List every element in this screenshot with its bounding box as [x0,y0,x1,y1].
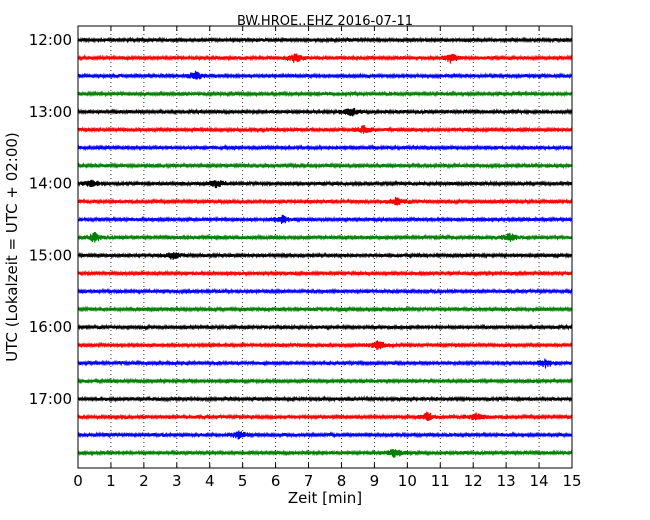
trace-1215 [77,53,573,64]
trace-1230 [77,70,573,80]
x-tick-label: 9 [370,472,380,490]
x-tick-label: 12 [464,472,483,490]
trace-1730 [77,430,573,440]
trace-1715 [77,411,573,422]
y-tick-label: 17:00 [29,390,72,408]
x-tick-label: 8 [337,472,347,490]
trace-1430 [77,214,573,224]
x-tick-label: 2 [139,472,149,490]
y-tick-label: 12:00 [29,31,72,49]
trace-1400 [77,179,573,189]
x-tick-label: 15 [562,472,581,490]
x-tick-label: 5 [238,472,248,490]
y-tick-label: 13:00 [29,103,72,121]
trace-1515 [77,269,573,278]
trace-1200 [77,36,573,44]
x-tick-label: 7 [304,472,314,490]
x-tick-label: 11 [431,472,450,490]
trace-1345 [77,161,573,170]
x-axis-label: Zeit [min] [288,489,362,507]
x-tick-label: 4 [205,472,215,490]
x-tick-label: 3 [172,472,182,490]
trace-1600 [77,323,573,331]
trace-1315 [77,124,573,134]
x-tick-label: 1 [106,472,116,490]
y-tick-label: 15:00 [29,246,72,264]
trace-1445 [77,231,573,243]
y-tick-label: 14:00 [29,175,72,193]
trace-1630 [77,358,573,369]
trace-1700 [77,395,573,403]
trace-1330 [77,143,573,152]
y-axis-label: UTC (Lokalzeit = UTC + 02:00) [3,132,21,362]
trace-1530 [77,287,573,296]
trace-1545 [77,305,573,313]
trace-1415 [77,196,573,206]
trace-1300 [77,107,573,117]
traces [77,36,573,458]
x-tick-label: 10 [398,472,417,490]
x-tick-label: 14 [530,472,549,490]
trace-1615 [77,340,573,350]
trace-1245 [77,90,573,98]
grid [110,26,540,468]
plot-frame [77,25,573,469]
trace-1745 [77,448,573,458]
y-axis-ticks: 12:00 13:00 14:00 15:00 16:00 17:00 [29,31,83,408]
y-tick-label: 16:00 [29,318,72,336]
x-tick-label: 6 [271,472,281,490]
chart-title: BW.HROE..EHZ 2016-07-11 [237,14,413,29]
x-tick-label: 0 [73,472,83,490]
x-axis-ticks: 0 1 2 3 4 5 6 7 8 9 10 11 12 13 14 15 [73,26,582,490]
trace-1500 [77,251,573,260]
x-tick-label: 13 [497,472,516,490]
trace-1645 [77,377,573,385]
